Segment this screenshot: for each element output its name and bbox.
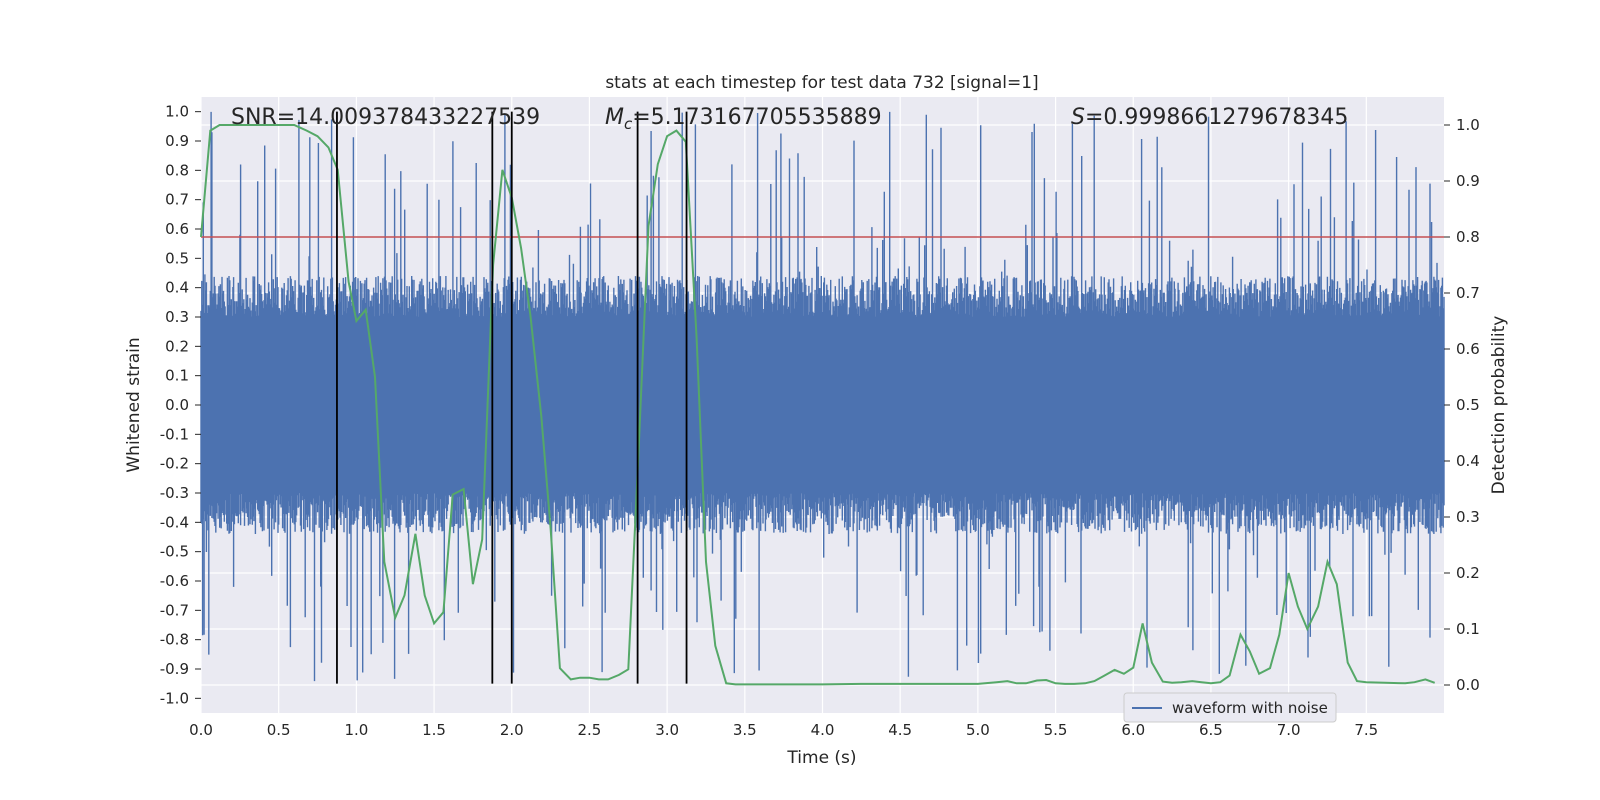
x-tick-label: 7.5 — [1354, 721, 1378, 739]
y-left-tick-label: 0.7 — [165, 191, 189, 209]
y-right-tick-label: 0.7 — [1456, 284, 1480, 302]
y-left-tick-label: 0.0 — [165, 396, 189, 414]
detection-probability-line — [200, 124, 1436, 686]
x-axis-label: Time (s) — [786, 748, 856, 768]
y-left-tick-label: 0.5 — [165, 249, 189, 267]
y-left-tick-label: 0.1 — [165, 367, 189, 385]
vertical-markers — [336, 111, 688, 684]
x-tick-label: 5.0 — [966, 721, 990, 739]
y-right-tick-label: 0.3 — [1456, 508, 1480, 526]
y-right-tick-label: 0.2 — [1456, 564, 1480, 582]
y-axis-left-ticks: 1.0 0.9 0.8 0.7 0.6 0.5 0.4 0.3 0.2 0.1 0.0 -0.1 -0.… — [160, 103, 201, 707]
y-axis-right-ticks: 1.0 0.9 0.8 0.7 0.6 0.5 0.4 0.3 0.2 0.1 0.0 — [1444, 116, 1480, 694]
y-left-tick-label: 0.4 — [165, 279, 189, 297]
x-tick-label: 2.0 — [500, 721, 524, 739]
chirp-mass-annotation: Mc=5.173167705535889 — [605, 105, 882, 133]
y-left-tick-label: 1.0 — [165, 103, 189, 121]
waveform-noise-series — [200, 111, 1445, 682]
legend: waveform with noise — [1123, 692, 1337, 723]
score-symbol: S — [1071, 105, 1085, 130]
y-right-tick-label: 0.8 — [1456, 228, 1480, 246]
y-left-tick-label: -0.9 — [160, 660, 189, 678]
y-right-tick-label: 0.4 — [1456, 452, 1480, 470]
y-left-tick-label: 0.3 — [165, 308, 189, 326]
x-tick-label: 6.5 — [1199, 721, 1223, 739]
y-left-tick-label: 0.6 — [165, 220, 189, 238]
y-left-tick-label: -0.1 — [160, 425, 189, 443]
score-value: =0.9998661279678345 — [1085, 105, 1348, 130]
legend-label-waveform: waveform with noise — [1172, 699, 1328, 717]
y-left-tick-label: -0.2 — [160, 455, 189, 473]
legend-box — [1123, 692, 1337, 723]
x-axis-ticks: 0.0 0.5 1.0 1.5 2.0 2.5 3.0 3.5 4.0 4.5 5.0 5.5 6.0 6… — [189, 721, 1378, 739]
x-tick-label: 6.0 — [1121, 721, 1145, 739]
y-left-tick-label: -0.4 — [160, 513, 189, 531]
detection-probability-series — [200, 124, 1436, 686]
y-right-tick-label: 0.9 — [1456, 172, 1480, 190]
x-tick-label: 1.5 — [422, 721, 446, 739]
y-left-tick-label: -1.0 — [160, 689, 189, 707]
chirp-mass-value: =5.173167705535889 — [632, 105, 881, 130]
x-tick-label: 0.5 — [267, 721, 291, 739]
chirp-mass-subscript: c — [624, 115, 633, 133]
chirp-mass-symbol: M — [605, 105, 624, 130]
x-tick-label: 4.0 — [811, 721, 835, 739]
x-tick-label: 1.0 — [344, 721, 368, 739]
waveform-noise-line — [200, 111, 1445, 682]
y-left-tick-label: 0.8 — [165, 161, 189, 179]
y-left-tick-label: -0.7 — [160, 601, 189, 619]
y-axis-right-label: Detection probability — [1489, 316, 1509, 495]
y-right-tick-label: 0.5 — [1456, 396, 1480, 414]
chart-title: stats at each timestep for test data 732… — [605, 73, 1038, 93]
y-right-tick-label: 0.0 — [1456, 676, 1480, 694]
x-tick-label: 3.0 — [655, 721, 679, 739]
x-tick-label: 5.5 — [1044, 721, 1068, 739]
y-left-tick-label: -0.8 — [160, 631, 189, 649]
y-left-tick-label: -0.3 — [160, 484, 189, 502]
x-tick-label: 2.5 — [578, 721, 602, 739]
score-annotation: S=0.9998661279678345 — [1071, 105, 1348, 130]
x-tick-label: 0.0 — [189, 721, 213, 739]
y-right-tick-label: 0.6 — [1456, 340, 1480, 358]
y-left-tick-label: 0.2 — [165, 337, 189, 355]
y-axis-left-label: Whitened strain — [124, 337, 144, 472]
x-tick-label: 3.5 — [733, 721, 757, 739]
x-tick-label: 4.5 — [888, 721, 912, 739]
y-left-tick-label: 0.9 — [165, 132, 189, 150]
y-left-tick-label: -0.5 — [160, 543, 189, 561]
y-right-tick-label: 0.1 — [1456, 620, 1480, 638]
x-tick-label: 7.0 — [1277, 721, 1301, 739]
y-right-tick-label: 1.0 — [1456, 116, 1480, 134]
y-left-tick-label: -0.6 — [160, 572, 189, 590]
snr-annotation: SNR=14.009378433227539 — [231, 105, 540, 130]
